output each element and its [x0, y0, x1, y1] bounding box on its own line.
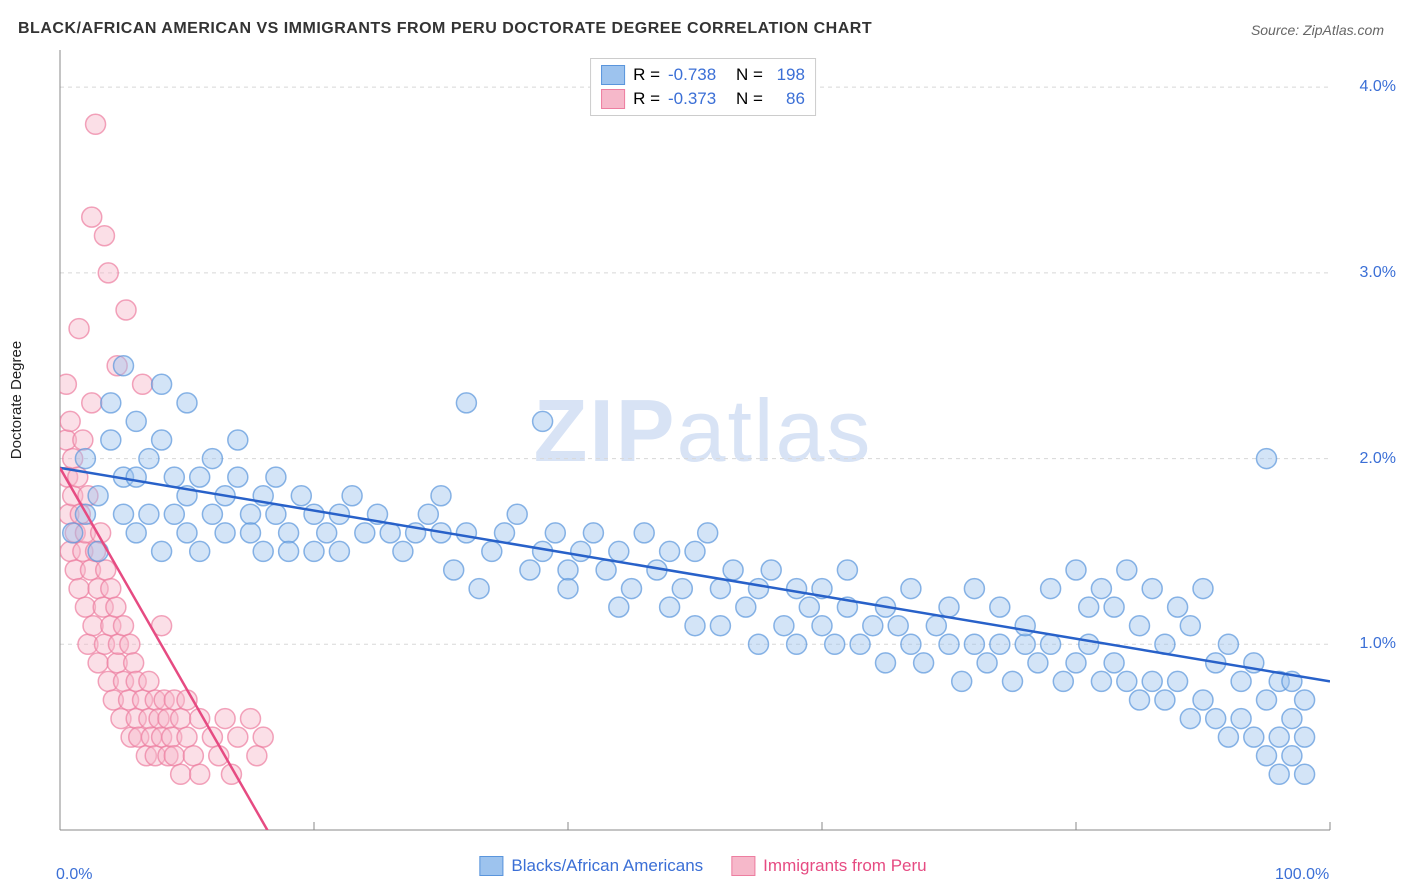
legend-swatch-1	[601, 89, 625, 109]
legend-label-0: Blacks/African Americans	[511, 856, 703, 876]
y-tick-label: 1.0%	[1360, 635, 1396, 653]
r-value-1: -0.373	[668, 89, 728, 109]
x-tick-label: 0.0%	[56, 866, 92, 884]
y-tick-label: 4.0%	[1360, 78, 1396, 96]
y-tick-label: 2.0%	[1360, 450, 1396, 468]
n-value-1: 86	[771, 89, 805, 109]
legend-row-0: R = -0.738 N = 198	[601, 63, 805, 87]
correlation-legend: R = -0.738 N = 198 R = -0.373 N = 86	[590, 58, 816, 116]
r-label: R =	[633, 65, 660, 85]
legend-swatch-bottom-0	[479, 856, 503, 876]
legend-swatch-0	[601, 65, 625, 85]
n-label: N =	[736, 65, 763, 85]
legend-item-1: Immigrants from Peru	[731, 856, 926, 876]
n-label: N =	[736, 89, 763, 109]
legend-row-1: R = -0.373 N = 86	[601, 87, 805, 111]
legend-item-0: Blacks/African Americans	[479, 856, 703, 876]
x-tick-label: 100.0%	[1275, 866, 1329, 884]
legend-label-1: Immigrants from Peru	[763, 856, 926, 876]
scatter-chart	[0, 0, 1406, 892]
r-value-0: -0.738	[668, 65, 728, 85]
r-label: R =	[633, 89, 660, 109]
y-tick-label: 3.0%	[1360, 264, 1396, 282]
legend-swatch-bottom-1	[731, 856, 755, 876]
n-value-0: 198	[771, 65, 805, 85]
series-legend: Blacks/African Americans Immigrants from…	[479, 856, 926, 876]
